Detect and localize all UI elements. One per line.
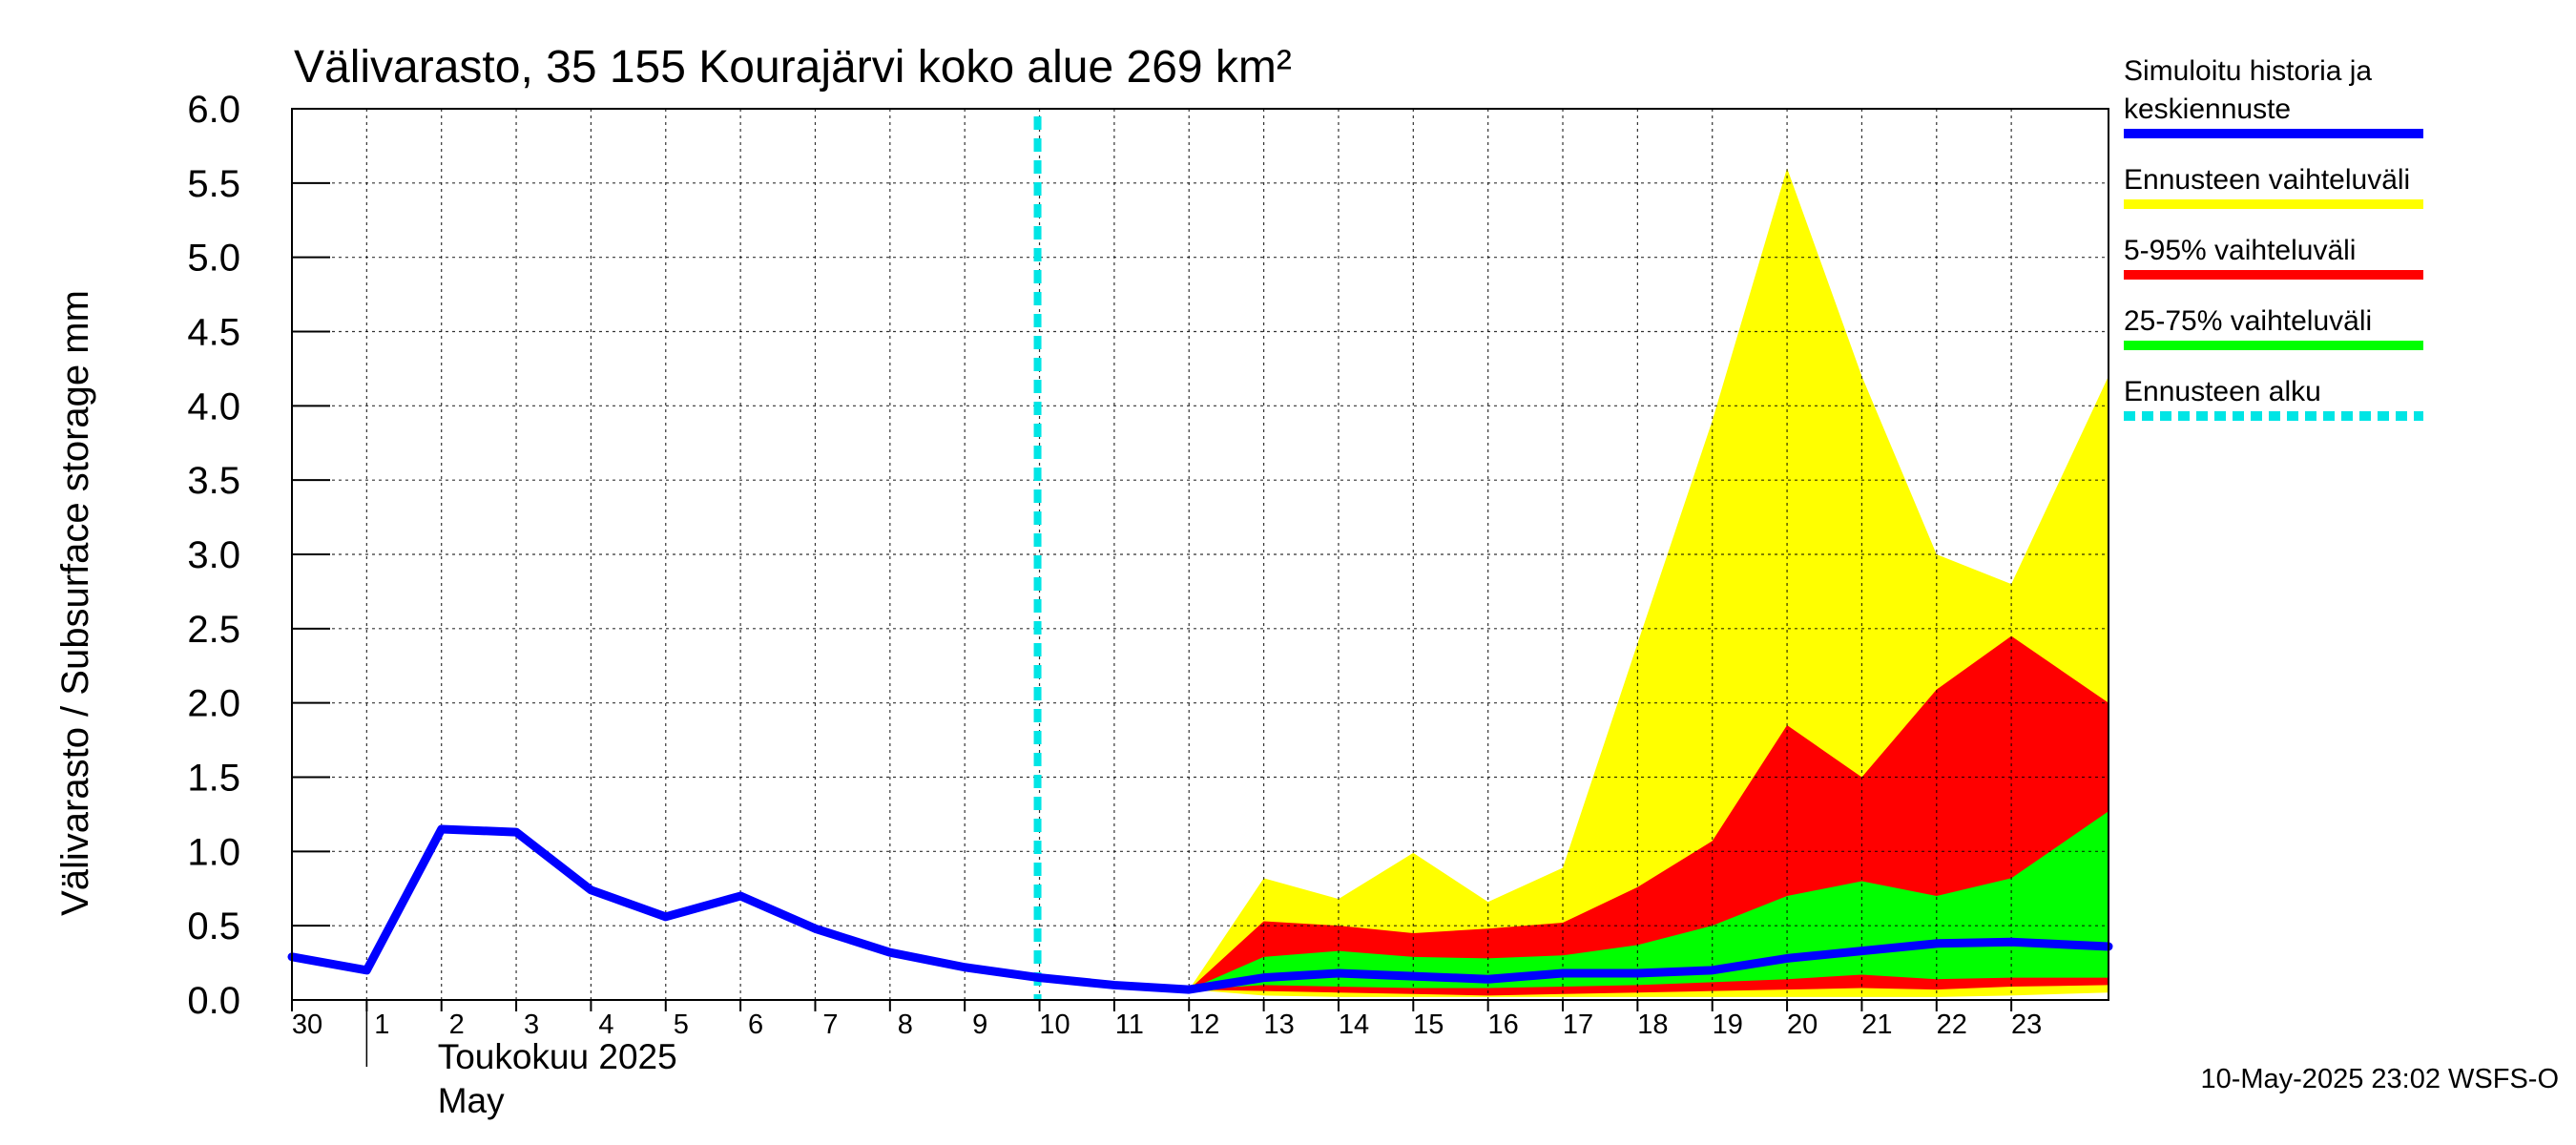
x-tick-label: 5 bbox=[674, 1010, 689, 1040]
x-tick-label: 18 bbox=[1637, 1010, 1668, 1040]
plot-area: 0.0 0.5 1.0 1.5 2.0 2.5 3.0 3.5 4.0 4.5 5.0 5.5 6.0 3… bbox=[187, 89, 2113, 1120]
y-tick-label: 0.5 bbox=[187, 906, 240, 947]
x-tick-label: 15 bbox=[1413, 1010, 1444, 1040]
legend-item-5-95-vaihteluv-li: 5-95% vaihteluväli bbox=[2124, 235, 2423, 280]
x-tick-label: 6 bbox=[748, 1010, 763, 1040]
x-tick-label: 11 bbox=[1115, 1010, 1144, 1040]
legend-item-simuloitu-historia-ja-keskiennuste: Simuloitu historia ja keskiennuste bbox=[2124, 55, 2423, 138]
footer-timestamp: 10-May-2025 23:02 WSFS-O bbox=[2200, 1064, 2559, 1094]
x-tick-label: 16 bbox=[1488, 1010, 1519, 1040]
y-tick-label: 2.5 bbox=[187, 609, 240, 651]
x-tick-label: 13 bbox=[1263, 1010, 1294, 1040]
x-tick-label: 23 bbox=[2011, 1010, 2042, 1040]
x-tick-label: 3 bbox=[524, 1010, 539, 1040]
month-label-en: May bbox=[438, 1081, 505, 1120]
legend-label: Ennusteen vaihteluväli bbox=[2124, 164, 2410, 196]
y-tick-label: 4.0 bbox=[187, 385, 240, 427]
legend-label: 25-75% vaihteluväli bbox=[2124, 305, 2372, 337]
chart-title: Välivarasto, 35 155 Kourajärvi koko alue… bbox=[294, 42, 1292, 93]
legend-item-25-75-vaihteluv-li: 25-75% vaihteluväli bbox=[2124, 305, 2423, 350]
x-tick-label: 7 bbox=[822, 1010, 838, 1040]
legend: Simuloitu historia ja keskiennuste Ennuste… bbox=[2124, 55, 2423, 421]
x-tick-label: 2 bbox=[449, 1010, 465, 1040]
y-tick-label: 1.0 bbox=[187, 831, 240, 873]
y-tick-label: 5.0 bbox=[187, 238, 240, 280]
y-tick-label: 3.0 bbox=[187, 534, 240, 576]
legend-item-ennusteen-alku: Ennusteen alku bbox=[2124, 376, 2423, 421]
legend-label: Ennusteen alku bbox=[2124, 376, 2321, 407]
x-tick-label: 20 bbox=[1787, 1010, 1818, 1040]
y-tick-label: 0.0 bbox=[187, 980, 240, 1022]
y-tick-label: 5.5 bbox=[187, 163, 240, 205]
y-axis-label: Välivarasto / Subsurface storage mm bbox=[54, 290, 96, 916]
month-label: Toukokuu 2025 bbox=[438, 1037, 677, 1076]
x-tick-label: 22 bbox=[1937, 1010, 1967, 1040]
y-tick-label: 2.0 bbox=[187, 683, 240, 725]
x-tick-label: 12 bbox=[1189, 1010, 1219, 1040]
x-tick-label: 17 bbox=[1563, 1010, 1593, 1040]
legend-label: Simuloitu historia ja bbox=[2124, 55, 2372, 87]
x-tick-label: 1 bbox=[374, 1010, 389, 1040]
x-tick-label: 10 bbox=[1039, 1010, 1070, 1040]
legend-label: keskiennuste bbox=[2124, 94, 2291, 125]
y-tick-label: 6.0 bbox=[187, 89, 240, 131]
series-simuloitu-historia-ja-keskiennuste bbox=[287, 824, 2113, 994]
x-tick-label: 14 bbox=[1339, 1010, 1369, 1040]
legend-label: 5-95% vaihteluväli bbox=[2124, 235, 2356, 266]
y-tick-label: 3.5 bbox=[187, 460, 240, 502]
y-tick-label: 4.5 bbox=[187, 312, 240, 354]
x-tick-label: 30 bbox=[292, 1010, 322, 1040]
x-tick-label: 4 bbox=[598, 1010, 613, 1040]
x-tick-label: 8 bbox=[898, 1010, 913, 1040]
y-tick-label: 1.5 bbox=[187, 758, 240, 800]
legend-item-ennusteen-vaihteluv-li: Ennusteen vaihteluväli bbox=[2124, 164, 2423, 209]
x-tick-label: 9 bbox=[972, 1010, 987, 1040]
x-tick-label: 21 bbox=[1861, 1010, 1892, 1040]
x-tick-label: 19 bbox=[1713, 1010, 1743, 1040]
